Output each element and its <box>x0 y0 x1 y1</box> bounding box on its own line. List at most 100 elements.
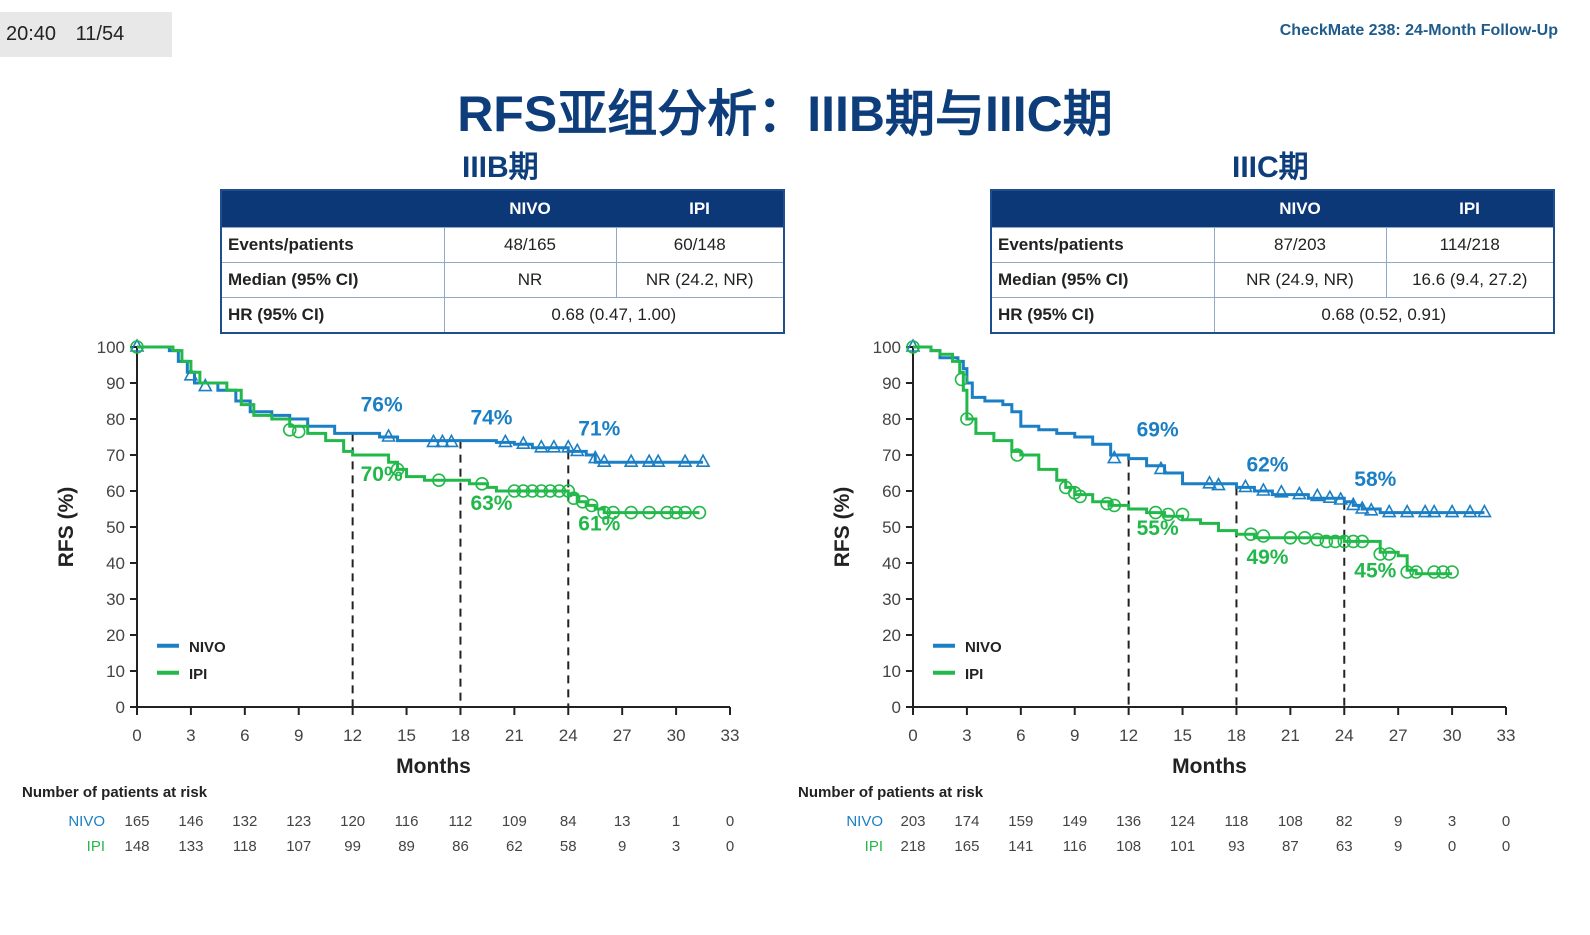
risk-count-nivo: 82 <box>1336 813 1353 830</box>
risk-count-nivo: 149 <box>1062 813 1087 830</box>
x-tick-label: 15 <box>1173 726 1192 745</box>
censor-mark-nivo <box>1399 503 1415 518</box>
x-tick-label: 33 <box>1497 726 1516 745</box>
censor-mark-ipi <box>597 505 612 520</box>
censor-mark-ipi <box>525 484 540 498</box>
x-tick-label: 9 <box>294 726 303 745</box>
censor-mark-nivo <box>1345 496 1361 511</box>
risk-count-nivo: 123 <box>286 813 311 830</box>
table-row: HR (95% CI) 0.68 (0.52, 0.91) <box>990 297 1555 334</box>
risk-count-nivo: 9 <box>1394 813 1402 830</box>
y-tick-label: 90 <box>106 374 125 393</box>
censor-mark-ipi <box>516 484 531 498</box>
censor-mark-ipi <box>1310 532 1325 547</box>
risk-count-ipi: 93 <box>1228 838 1245 855</box>
censor-mark-ipi <box>960 412 974 426</box>
censor-mark-nivo <box>1274 484 1289 498</box>
row-label: Median (95% CI) <box>990 262 1215 298</box>
table-header-row: NIVO IPI <box>221 190 784 228</box>
censor-mark-ipi <box>1148 505 1163 520</box>
y-tick-label: 70 <box>106 446 125 465</box>
cell-ipi: 60/148 <box>615 227 785 263</box>
x-tick-label: 21 <box>505 726 524 745</box>
study-label: CheckMate 238: 24-Month Follow-Up <box>1279 22 1558 39</box>
censor-mark-nivo <box>1333 491 1349 505</box>
panel-title-iiic: IIIC期 <box>1232 151 1309 184</box>
censor-mark-ipi <box>1010 448 1025 462</box>
risk-count-ipi: 9 <box>1394 838 1402 855</box>
risk-count-nivo: 0 <box>1502 813 1510 830</box>
censor-mark-ipi <box>954 372 969 387</box>
x-tick-label: 0 <box>132 726 141 745</box>
slide-time-badge: 20:40 11/54 <box>0 12 172 57</box>
censor-mark-nivo <box>426 433 441 448</box>
stats-table-iiib: NIVO IPI Events/patients 48/165 60/148 M… <box>220 189 785 334</box>
censor-mark-ipi <box>642 505 656 520</box>
risk-count-nivo: 108 <box>1278 813 1303 830</box>
censor-mark-ipi <box>1400 565 1414 579</box>
censor-mark-nivo <box>1354 500 1370 514</box>
risk-count-ipi: 108 <box>1116 838 1141 855</box>
risk-count-ipi: 63 <box>1336 838 1353 855</box>
panel-title-iiib: IIIB期 <box>462 151 539 184</box>
y-axis-label: RFS (%) <box>55 487 78 568</box>
censor-mark-ipi <box>507 484 522 498</box>
censor-mark-ipi <box>475 476 489 491</box>
risk-count-nivo: 3 <box>1448 813 1456 830</box>
y-tick-label: 20 <box>882 626 901 645</box>
clock-time: 20:40 <box>6 23 57 45</box>
cell-hr: 0.68 (0.52, 0.91) <box>1213 297 1555 334</box>
legend-label-ipi: IPI <box>189 666 207 683</box>
landmark-label-ipi: 55% <box>1137 517 1179 540</box>
table-row: Median (95% CI) NR (24.9, NR) 16.6 (9.4,… <box>990 262 1555 298</box>
censor-mark-ipi <box>1382 547 1396 561</box>
km-curve-ipi <box>913 345 1453 576</box>
y-tick-label: 90 <box>882 374 901 393</box>
cell-nivo: NR (24.9, NR) <box>1213 262 1387 298</box>
censor-mark-ipi <box>566 491 581 506</box>
stats-table-iiic: NIVO IPI Events/patients 87/203 114/218 … <box>990 189 1555 334</box>
y-tick-label: 30 <box>882 590 901 609</box>
y-tick-label: 30 <box>106 590 125 609</box>
censor-mark-nivo <box>587 449 603 464</box>
table-header-row: NIVO IPI <box>991 190 1554 228</box>
censor-mark-nivo <box>1292 485 1307 500</box>
x-tick-label: 18 <box>451 726 470 745</box>
censor-mark-ipi <box>1436 565 1450 579</box>
table-row: Median (95% CI) NR NR (24.2, NR) <box>220 262 785 298</box>
risk-count-ipi: 86 <box>452 838 469 855</box>
censor-mark-nivo <box>560 439 576 453</box>
risk-count-nivo: 120 <box>340 813 365 830</box>
x-tick-label: 27 <box>1389 726 1408 745</box>
risk-count-nivo: 146 <box>178 813 203 830</box>
censor-mark-nivo <box>1211 476 1226 491</box>
censor-mark-nivo <box>596 453 612 468</box>
x-axis-label: Months <box>396 755 471 778</box>
censor-mark-nivo <box>1381 503 1397 518</box>
risk-count-ipi: 62 <box>506 838 523 855</box>
censor-mark-nivo <box>498 433 513 448</box>
risk-count-ipi: 87 <box>1282 838 1299 855</box>
x-axis-label: Months <box>1172 755 1247 778</box>
risk-count-ipi: 133 <box>178 838 203 855</box>
censor-mark-nivo <box>1153 460 1169 475</box>
censor-mark-ipi <box>1355 534 1370 549</box>
landmark-label-nivo: 71% <box>578 417 620 440</box>
risk-count-ipi: 89 <box>398 838 415 855</box>
table-row: Events/patients 48/165 60/148 <box>220 227 785 263</box>
censor-mark-ipi <box>390 462 405 477</box>
risk-label-ipi: IPI <box>865 838 883 855</box>
risk-count-nivo: 1 <box>672 813 680 830</box>
landmark-label-nivo: 76% <box>361 393 403 416</box>
legend-label-ipi: IPI <box>965 666 983 683</box>
censor-mark-nivo <box>1106 449 1122 464</box>
censor-mark-nivo <box>1309 487 1325 502</box>
censor-mark-nivo <box>435 433 450 448</box>
censor-mark-ipi <box>678 505 692 520</box>
landmark-label-ipi: 63% <box>470 492 512 515</box>
row-label: Events/patients <box>990 227 1215 263</box>
x-tick-label: 3 <box>962 726 971 745</box>
landmark-label-nivo: 62% <box>1246 453 1288 476</box>
